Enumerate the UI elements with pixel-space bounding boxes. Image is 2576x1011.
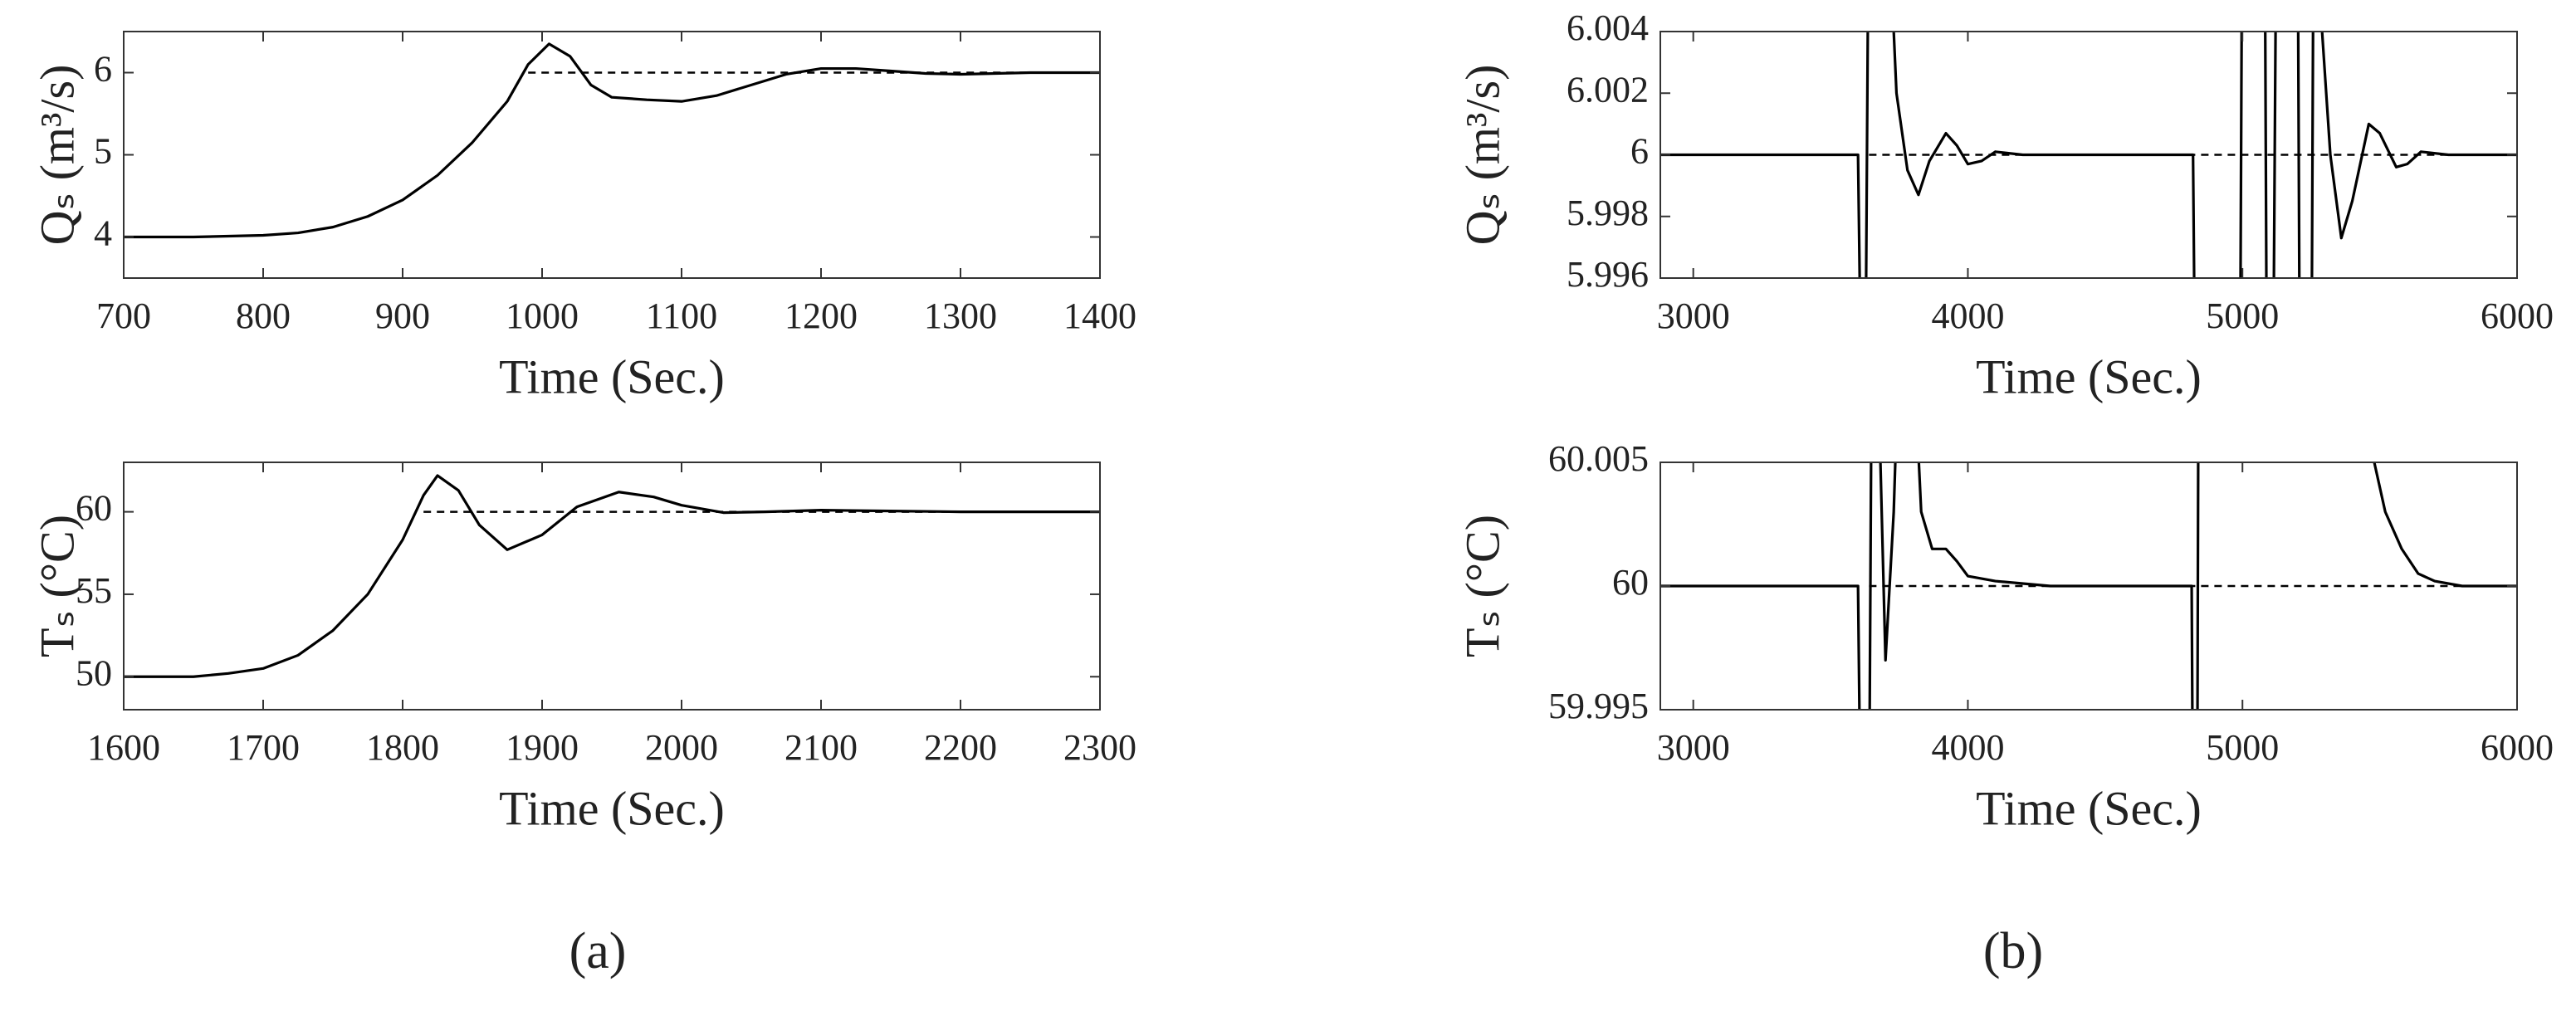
x-axis-label: Time (Sec.) [1976, 349, 2202, 403]
x-tick-label: 3000 [1657, 295, 1730, 336]
x-tick-label: 1400 [1063, 295, 1136, 336]
x-tick-label: 1200 [785, 295, 858, 336]
y-tick-label: 6 [94, 49, 112, 90]
x-tick-label: 6000 [2481, 295, 2554, 336]
y-tick-label: 55 [76, 570, 112, 611]
x-tick-label: 1800 [366, 727, 439, 768]
y-tick-label: 6.004 [1567, 7, 1649, 48]
x-tick-label: 800 [236, 295, 291, 336]
data-line [124, 42, 1100, 239]
y-axis-label: Qₛ (m³/s) [1455, 65, 1509, 246]
data-line [124, 474, 1100, 678]
y-tick-label: 4 [94, 213, 112, 254]
y-tick-label: 6.002 [1567, 69, 1649, 110]
x-tick-label: 2200 [924, 727, 997, 768]
x-tick-label: 700 [96, 295, 151, 336]
plot-area [1660, 32, 2517, 278]
x-tick-label: 2100 [785, 727, 858, 768]
data-line [1660, 462, 2517, 710]
x-tick-label: 1000 [506, 295, 579, 336]
x-tick-label: 3000 [1657, 727, 1730, 768]
x-axis-label: Time (Sec.) [499, 781, 725, 835]
axes-box [123, 462, 1101, 711]
caption: (b) [1983, 923, 2043, 979]
x-axis-label: Time (Sec.) [1976, 781, 2202, 835]
y-axis-label: Tₛ (°C) [30, 515, 84, 657]
x-tick-label: 1100 [646, 295, 717, 336]
caption: (a) [569, 923, 627, 979]
y-tick-label: 5.996 [1567, 254, 1649, 295]
data-line [1660, 32, 2517, 278]
x-tick-label: 6000 [2481, 727, 2554, 768]
y-tick-label: 60 [76, 488, 112, 529]
x-tick-label: 5000 [2206, 295, 2279, 336]
y-axis-label: Tₛ (°C) [1455, 515, 1509, 657]
x-axis-label: Time (Sec.) [499, 349, 725, 403]
plot-area [1660, 462, 2517, 710]
x-tick-label: 5000 [2206, 727, 2279, 768]
y-tick-label: 60 [1612, 562, 1649, 603]
y-axis-label: Qₛ (m³/s) [30, 65, 84, 246]
y-tick-label: 59.995 [1548, 686, 1649, 726]
y-tick-label: 60.005 [1548, 438, 1649, 479]
y-tick-label: 50 [76, 652, 112, 693]
x-tick-label: 1700 [227, 727, 300, 768]
x-tick-label: 2300 [1063, 727, 1136, 768]
x-tick-label: 2000 [645, 727, 718, 768]
x-tick-label: 1300 [924, 295, 997, 336]
x-tick-label: 4000 [1931, 295, 2004, 336]
y-tick-label: 5.998 [1567, 193, 1649, 233]
plot-area [124, 42, 1100, 239]
x-tick-label: 900 [375, 295, 430, 336]
y-tick-label: 5 [94, 131, 112, 172]
axes-box [123, 31, 1101, 279]
x-tick-label: 1600 [87, 727, 160, 768]
x-tick-label: 1900 [506, 727, 579, 768]
x-tick-label: 4000 [1931, 727, 2004, 768]
y-tick-label: 6 [1630, 131, 1649, 172]
plot-area [124, 474, 1100, 678]
